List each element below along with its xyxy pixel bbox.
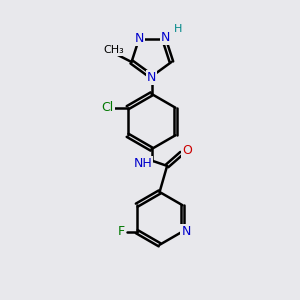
Text: N: N <box>134 32 144 45</box>
Text: O: O <box>182 144 192 158</box>
Text: F: F <box>118 225 125 238</box>
Text: NH: NH <box>134 157 152 170</box>
Text: N: N <box>182 225 191 238</box>
Text: N: N <box>161 31 170 44</box>
Text: H: H <box>174 24 182 34</box>
Text: N: N <box>147 70 156 84</box>
Text: CH₃: CH₃ <box>103 45 124 55</box>
Text: Cl: Cl <box>101 101 114 114</box>
